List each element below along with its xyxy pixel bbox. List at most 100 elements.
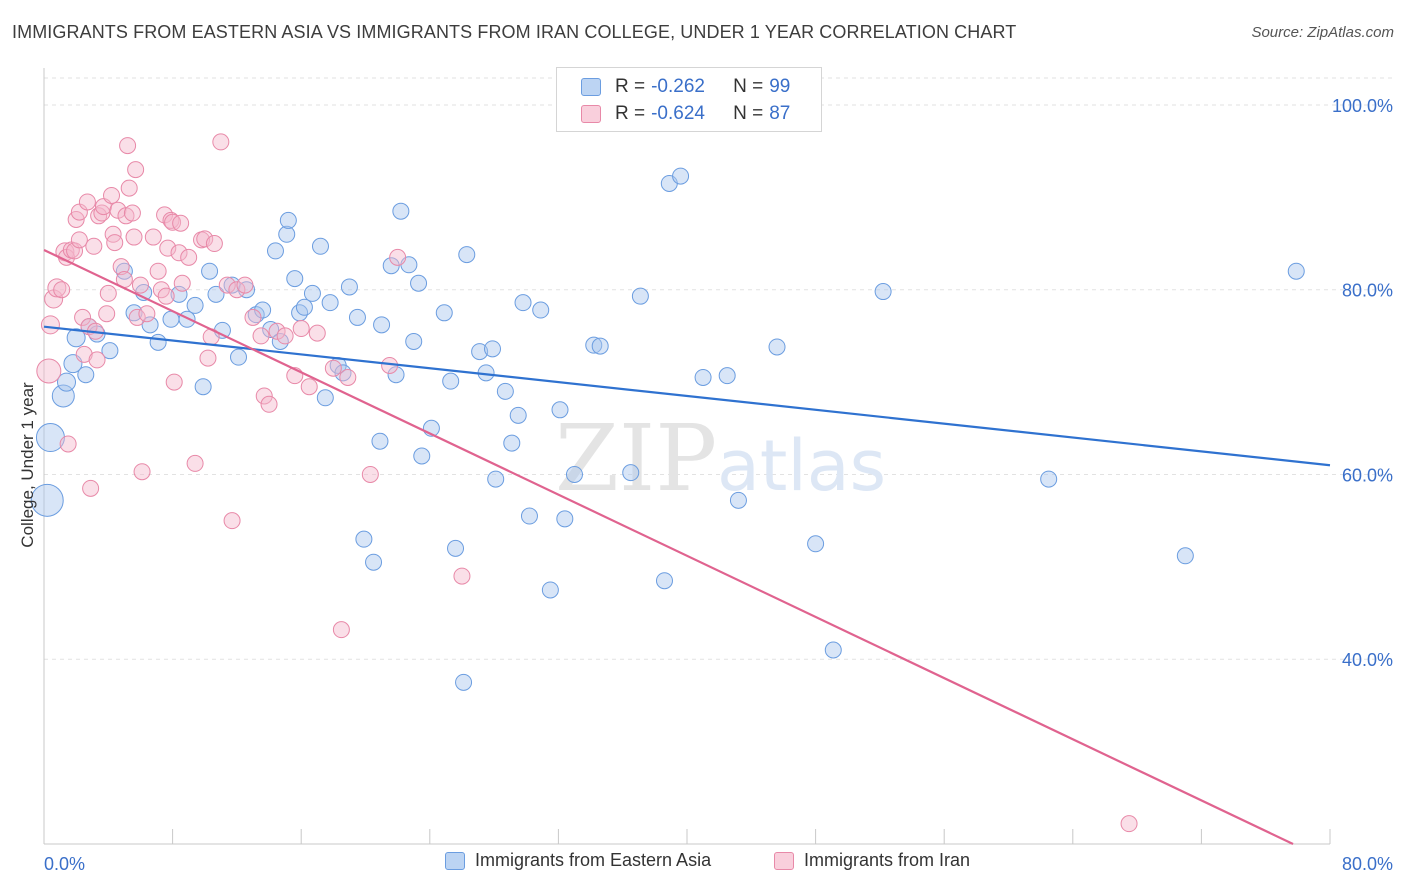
data-point: [807, 535, 825, 553]
data-point: [271, 332, 289, 350]
data-point: [85, 237, 103, 255]
data-point: [672, 167, 690, 185]
data-point: [90, 207, 108, 225]
data-point: [74, 308, 92, 326]
data-point: [173, 274, 191, 292]
data-point: [729, 491, 747, 509]
data-point: [361, 465, 379, 483]
data-point: [292, 320, 310, 338]
bottom-legend-swatch-pink: [774, 851, 794, 870]
data-point: [316, 389, 334, 407]
data-point: [348, 308, 366, 326]
data-point: [57, 372, 77, 392]
data-point: [93, 204, 111, 222]
data-point: [260, 395, 278, 413]
data-point: [78, 193, 96, 211]
data-point: [311, 237, 329, 255]
data-point: [123, 204, 141, 222]
data-point: [874, 283, 892, 301]
data-point: [141, 316, 159, 334]
data-point: [66, 242, 84, 260]
legend-r-label: R =: [615, 76, 646, 97]
data-point: [324, 359, 342, 377]
y-tick-label: 100.0%: [1332, 96, 1393, 116]
data-point: [655, 572, 673, 590]
data-point: [355, 530, 373, 548]
x-tick-label-start: 0.0%: [44, 854, 85, 874]
data-point: [98, 305, 116, 323]
legend-r-label: R =: [615, 103, 646, 124]
bottom-legend-label: Immigrants from Iran: [804, 850, 971, 870]
data-point: [276, 327, 294, 345]
y-axis-label: College, Under 1 year: [18, 382, 37, 548]
bottom-legend-eastern-asia: Immigrants from Eastern Asia: [445, 850, 711, 871]
data-point: [373, 316, 391, 334]
legend-swatch-blue: [581, 78, 601, 96]
data-point: [371, 432, 389, 450]
bottom-legend-swatch-blue: [445, 851, 465, 870]
data-point: [631, 287, 649, 305]
data-point: [159, 239, 177, 257]
data-point: [405, 332, 423, 350]
data-point: [447, 539, 465, 557]
legend-r-value: -0.262: [651, 76, 705, 97]
data-point: [622, 464, 640, 482]
data-point: [387, 366, 405, 384]
source-label: Source: ZipAtlas.com: [1251, 24, 1394, 41]
watermark-atlas: atlas: [717, 425, 886, 507]
legend-swatch-pink: [581, 105, 601, 123]
data-point: [112, 258, 130, 276]
data-point: [201, 262, 219, 280]
data-point: [1287, 262, 1305, 280]
watermark-zip: ZIP: [555, 405, 717, 512]
data-point: [178, 310, 196, 328]
data-point: [125, 304, 143, 322]
legend-n-label: N =: [733, 103, 764, 124]
data-point: [106, 234, 124, 252]
data-point: [541, 581, 559, 599]
legend-row-eastern-asia: R = -0.262 N = 99: [581, 75, 790, 99]
y-tick-label: 40.0%: [1342, 650, 1393, 670]
data-point: [321, 294, 339, 312]
legend-n-value: 99: [769, 76, 791, 97]
data-point: [205, 235, 223, 253]
y-tick-label: 60.0%: [1342, 465, 1393, 485]
data-point: [120, 179, 138, 197]
legend-n-label: N =: [733, 76, 764, 97]
data-point: [332, 621, 350, 639]
data-point: [186, 454, 204, 472]
data-point: [131, 276, 149, 294]
data-point: [149, 333, 167, 351]
data-point: [165, 373, 183, 391]
data-point: [223, 512, 241, 530]
data-point: [694, 368, 712, 386]
data-point: [392, 202, 410, 220]
legend-r-value: -0.624: [651, 103, 705, 124]
data-point: [82, 479, 100, 497]
data-point: [509, 406, 527, 424]
data-point: [35, 423, 65, 453]
data-point: [413, 447, 431, 465]
data-point: [268, 322, 286, 340]
data-point: [334, 364, 352, 382]
data-point: [487, 470, 505, 488]
data-point: [157, 287, 175, 305]
axes: [43, 68, 1331, 845]
y-tick-labels: 40.0% 60.0% 80.0% 100.0%: [1332, 96, 1393, 670]
data-point: [442, 372, 460, 390]
data-point: [585, 336, 603, 354]
data-point: [196, 230, 214, 248]
legend-n-value: 87: [769, 103, 791, 124]
data-point: [455, 673, 473, 691]
trend-line: [43, 248, 1294, 845]
data-point: [303, 284, 321, 302]
data-point: [218, 276, 236, 294]
data-point: [483, 340, 501, 358]
data-point: [119, 137, 137, 155]
data-point: [194, 378, 212, 396]
data-point: [144, 228, 162, 246]
data-point: [128, 308, 146, 326]
data-point: [75, 345, 93, 363]
data-point: [496, 382, 514, 400]
data-point: [99, 284, 117, 302]
